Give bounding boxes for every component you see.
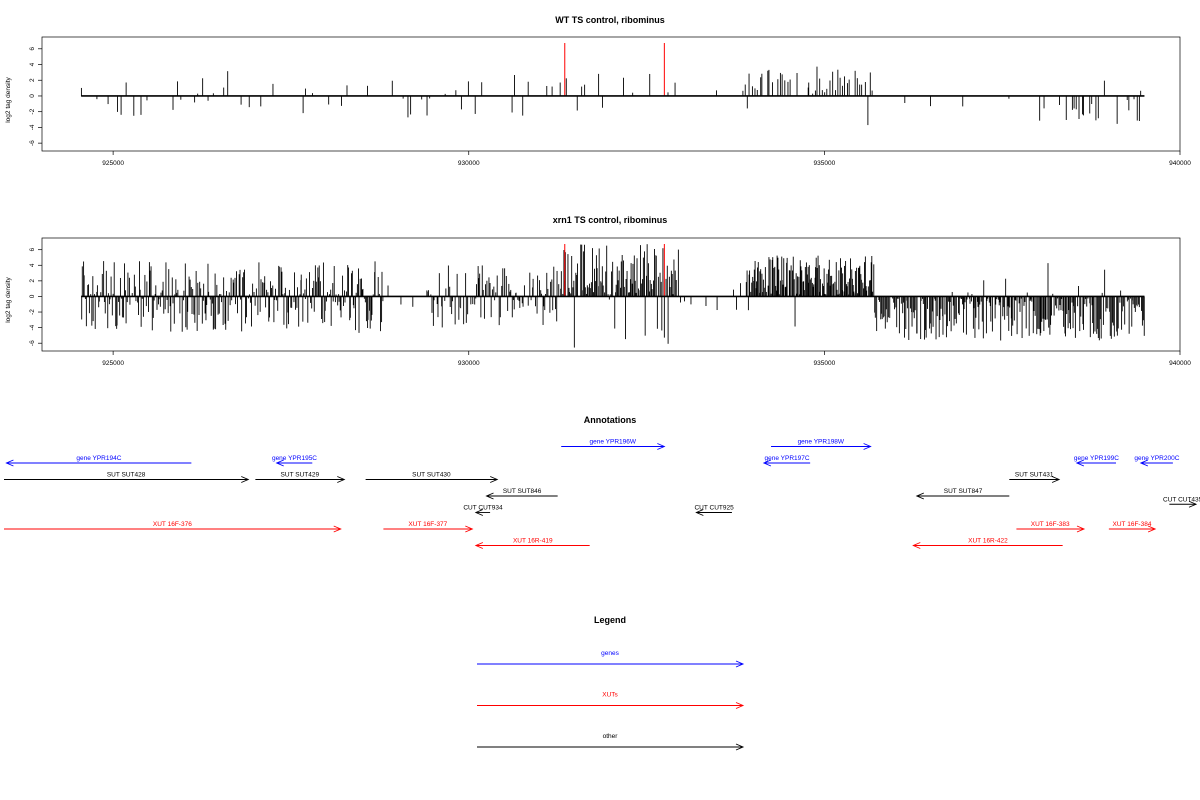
annotation-arrow bbox=[1169, 500, 1198, 508]
annotation-arrow bbox=[1108, 525, 1157, 533]
legend-title: Legend bbox=[594, 615, 626, 625]
plot-frame bbox=[41, 36, 1181, 152]
annotation-arrow bbox=[474, 509, 491, 516]
plot-frame bbox=[41, 237, 1181, 352]
y-tick-label: 6 bbox=[29, 248, 36, 252]
annotation-label: CUT CUT435 bbox=[1163, 496, 1200, 503]
wt-coverage-panel: WT TS control, ribominus log2 tag densit… bbox=[5, 15, 1191, 167]
y-axis-label: log2 tag density bbox=[5, 76, 12, 122]
y-tick-label: -6 bbox=[29, 340, 36, 346]
y-tick-label: -6 bbox=[29, 140, 36, 146]
annotation-features: gene YPR194C gene YPR195C gene YPR196W gene… bbox=[4, 439, 1200, 549]
y-tick-label: 0 bbox=[29, 94, 36, 98]
annotation-label: SUT SUT846 bbox=[503, 488, 542, 495]
y-tick-label: 0 bbox=[29, 294, 36, 298]
y-axis-label: log2 tag density bbox=[5, 276, 12, 322]
annotation-label: XUT 16R-422 bbox=[968, 538, 1008, 545]
annotation-arrow bbox=[762, 459, 811, 467]
legend-arrow bbox=[477, 660, 745, 668]
y-tick-label: -2 bbox=[29, 108, 36, 114]
annotation-label: XUT 16F-384 bbox=[1113, 521, 1152, 528]
annotation-arrow bbox=[912, 542, 1063, 549]
annotation-arrow bbox=[915, 492, 1010, 500]
annotation-arrow bbox=[365, 476, 499, 483]
annotation-arrow bbox=[1016, 525, 1086, 533]
xrn1-coverage-panel: xrn1 TS control, ribominus log2 tag dens… bbox=[5, 215, 1191, 367]
annotation-label: SUT SUT430 bbox=[412, 472, 451, 479]
annotation-arrow bbox=[383, 525, 474, 533]
x-tick-label: 940000 bbox=[1169, 360, 1191, 367]
annotation-label: SUT SUT431 bbox=[1015, 472, 1054, 479]
annotation-label: SUT SUT847 bbox=[944, 488, 983, 495]
annotations-title: Annotations bbox=[584, 415, 637, 425]
annotation-arrow bbox=[485, 492, 558, 500]
annotation-label: XUT 16F-383 bbox=[1031, 521, 1070, 528]
x-tick-label: 925000 bbox=[102, 160, 124, 167]
legend-entries: genes XUTs other bbox=[477, 650, 745, 751]
x-tick-label: 925000 bbox=[102, 360, 124, 367]
annotation-label: XUT 16F-377 bbox=[408, 521, 447, 528]
y-tick-label: 2 bbox=[29, 279, 36, 283]
panel-title: WT TS control, ribominus bbox=[555, 15, 665, 25]
annotation-label: gene YPR194C bbox=[76, 455, 121, 462]
y-tick-label: -4 bbox=[29, 324, 36, 330]
annotation-track: Annotations gene YPR194C gene YPR195Cgene… bbox=[4, 415, 1200, 549]
annotation-arrow bbox=[695, 509, 732, 516]
annotation-label: CUT CUT934 bbox=[463, 505, 503, 512]
legend-label: other bbox=[603, 733, 619, 740]
annotation-label: CUT CUT925 bbox=[694, 505, 734, 512]
annotation-arrow bbox=[1009, 476, 1061, 483]
annotation-arrow bbox=[561, 443, 666, 450]
annotation-label: XUT 16F-376 bbox=[153, 521, 192, 528]
annotation-arrow bbox=[1139, 459, 1173, 467]
y-tick-label: 2 bbox=[29, 78, 36, 82]
annotation-arrow bbox=[255, 476, 346, 483]
annotation-arrow bbox=[275, 459, 313, 467]
annotation-arrow bbox=[771, 443, 872, 450]
legend-label: genes bbox=[601, 650, 619, 657]
legend: Legend genes XUTs other bbox=[477, 615, 745, 751]
coverage-marks bbox=[81, 244, 1145, 348]
annotation-label: SUT SUT428 bbox=[107, 472, 146, 479]
y-axis: -6 -4 -2 0 2 4 6 bbox=[29, 248, 42, 346]
y-tick-label: -2 bbox=[29, 309, 36, 315]
legend-label: XUTs bbox=[602, 692, 618, 699]
y-tick-label: 6 bbox=[29, 47, 36, 51]
x-axis: 925000 930000 935000 940000 bbox=[102, 151, 1191, 167]
annotation-label: SUT SUT429 bbox=[281, 472, 320, 479]
annotation-label: gene YPR198W bbox=[798, 439, 845, 446]
annotation-label: gene YPR195C bbox=[272, 455, 317, 462]
y-tick-label: 4 bbox=[29, 62, 36, 66]
legend-arrow bbox=[477, 702, 745, 709]
legend-arrow bbox=[477, 743, 745, 751]
y-axis: -6 -4 -2 0 2 4 6 bbox=[29, 47, 42, 146]
annotation-arrow bbox=[4, 476, 250, 483]
annotation-label: gene YPR197C bbox=[765, 455, 810, 462]
annotation-label: gene YPR196W bbox=[590, 439, 637, 446]
y-tick-label: -4 bbox=[29, 124, 36, 130]
annotation-arrow bbox=[5, 459, 192, 467]
annotation-arrow bbox=[4, 525, 342, 533]
x-tick-label: 935000 bbox=[814, 160, 836, 167]
annotation-arrow bbox=[1075, 459, 1116, 467]
y-tick-label: 4 bbox=[29, 263, 36, 267]
coverage-marks bbox=[80, 43, 1145, 126]
annotation-arrow bbox=[474, 542, 590, 549]
x-axis: 925000 930000 935000 940000 bbox=[102, 351, 1191, 367]
panel-title: xrn1 TS control, ribominus bbox=[553, 215, 668, 225]
x-tick-label: 930000 bbox=[458, 360, 480, 367]
annotation-label: gene YPR199C bbox=[1074, 455, 1119, 462]
annotation-label: XUT 16R-419 bbox=[513, 538, 553, 545]
x-tick-label: 940000 bbox=[1169, 160, 1191, 167]
annotation-label: gene YPR200C bbox=[1134, 455, 1179, 462]
x-tick-label: 935000 bbox=[814, 360, 836, 367]
x-tick-label: 930000 bbox=[458, 160, 480, 167]
